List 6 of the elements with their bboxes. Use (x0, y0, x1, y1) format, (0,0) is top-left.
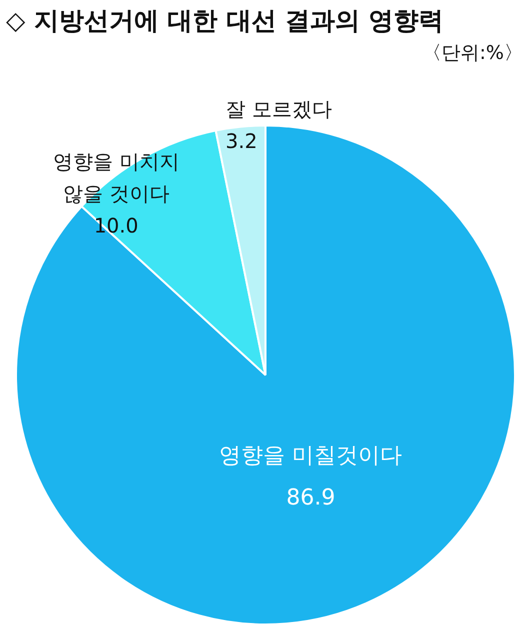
data-label: 86.9 (286, 485, 336, 510)
slice-label: 영향을 미칠것이다 (219, 443, 402, 468)
text: 〈단위:%〉 (422, 41, 523, 66)
chart-title: ◇ 지방선거에 대한 대선 결과의 영향력 (6, 5, 444, 37)
data-label: 3.2 (225, 128, 258, 153)
slice-label: 잘 모르겠다 (225, 96, 332, 121)
